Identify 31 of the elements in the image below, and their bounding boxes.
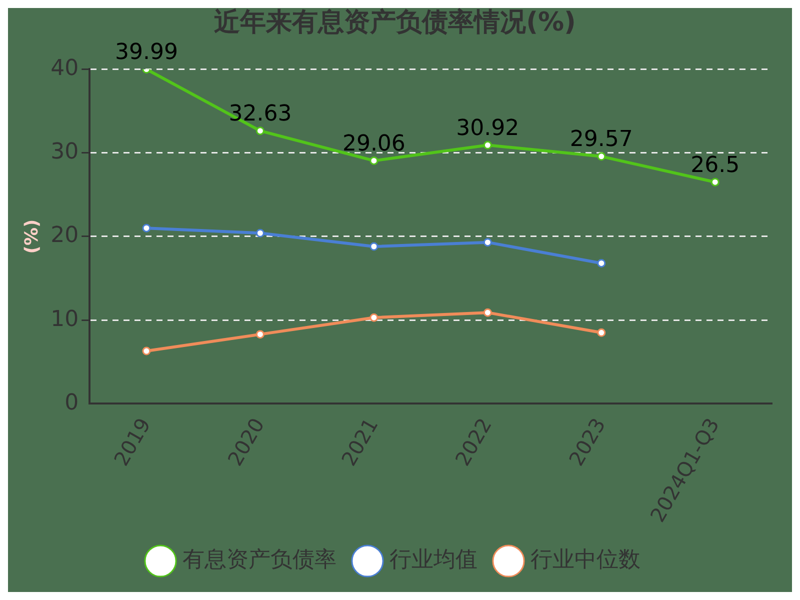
y-tick-label: 40 bbox=[50, 56, 79, 81]
point bbox=[483, 308, 492, 317]
legend-label: 行业均值 bbox=[390, 548, 478, 573]
point bbox=[370, 156, 378, 165]
point bbox=[710, 178, 720, 186]
point bbox=[256, 330, 264, 339]
point bbox=[597, 328, 606, 337]
data-label: 26.5 bbox=[690, 152, 740, 178]
point bbox=[256, 126, 264, 136]
y-tick-label: 10 bbox=[50, 306, 79, 332]
point bbox=[142, 346, 151, 356]
data-label: 39.99 bbox=[114, 40, 178, 65]
data-label: 32.63 bbox=[228, 102, 292, 127]
point bbox=[142, 224, 151, 232]
point bbox=[597, 258, 606, 268]
chart-title: 近年来有息资产负债率情况(%) bbox=[214, 7, 576, 38]
point bbox=[483, 238, 492, 247]
data-label: 30.92 bbox=[456, 116, 520, 141]
point bbox=[597, 152, 606, 161]
point bbox=[370, 242, 378, 251]
legend-label: 有息资产负债率 bbox=[182, 548, 336, 573]
point bbox=[483, 140, 492, 150]
point bbox=[256, 228, 264, 238]
y-tick-label: 20 bbox=[50, 223, 79, 248]
data-label: 29.57 bbox=[570, 127, 633, 152]
point bbox=[370, 313, 378, 322]
legend-label: 行业中位数 bbox=[530, 548, 640, 573]
data-label: 29.06 bbox=[342, 131, 406, 156]
y-tick-label: 30 bbox=[50, 140, 79, 165]
y-tick-label: 0 bbox=[64, 390, 79, 416]
y-axis-title: (%) bbox=[21, 219, 42, 254]
